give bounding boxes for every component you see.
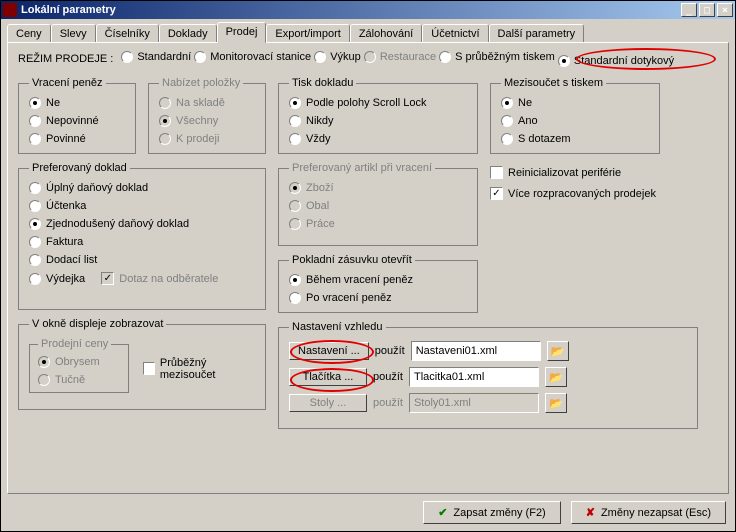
g-mezis-opt-0[interactable]: Ne bbox=[501, 97, 649, 109]
vzhled-btn-0[interactable]: Nastavení ... bbox=[289, 342, 369, 360]
window-title: Lokální parametry bbox=[21, 4, 679, 16]
tab-prodej[interactable]: Prodej bbox=[217, 22, 267, 43]
g-pref-doklad-opt-4[interactable]: Dodací list bbox=[29, 254, 255, 266]
tabstrip: CenySlevyČíselníkyDokladyProdejExport/im… bbox=[1, 20, 735, 43]
vice-prodejek-checkbox[interactable]: Více rozpracovaných prodejek bbox=[490, 187, 656, 200]
g-mezis-opt-1[interactable]: Ano bbox=[501, 115, 649, 127]
vzhled-browse-0[interactable]: 📂 bbox=[547, 341, 569, 361]
maximize-button[interactable]: □ bbox=[699, 3, 715, 17]
mode-label: REŽIM PRODEJE : bbox=[18, 53, 113, 65]
tab--seln-ky[interactable]: Číselníky bbox=[96, 24, 159, 43]
mode-radio-2[interactable]: Výkup bbox=[314, 51, 361, 63]
g-zasuvka-opt-1[interactable]: Po vracení peněz bbox=[289, 292, 467, 304]
g-ceny-opt-1: Tučně bbox=[38, 374, 120, 386]
vzhled-label-0: použít bbox=[375, 345, 405, 357]
tab-z-lohov-n-[interactable]: Zálohování bbox=[350, 24, 422, 43]
bottom-bar: ✔ Zapsat změny (F2) ✘ Změny nezapsat (Es… bbox=[0, 493, 736, 532]
g-vraceni-opt-1[interactable]: Nepovinné bbox=[29, 115, 125, 127]
tab--etnictv-[interactable]: Účetnictví bbox=[422, 24, 488, 43]
g-pref-doklad-opt-2[interactable]: Zjednodušený daňový doklad bbox=[29, 218, 255, 230]
group-tisk-dokladu: Tisk dokladu Podle polohy Scroll LockNik… bbox=[278, 77, 478, 154]
tab-export-import[interactable]: Export/import bbox=[266, 24, 349, 43]
titlebar: Lokální parametry _ □ × bbox=[1, 1, 735, 19]
tab-slevy[interactable]: Slevy bbox=[51, 24, 96, 43]
vzhled-label-2: použít bbox=[373, 397, 403, 409]
vzhled-btn-1[interactable]: Tlačítka ... bbox=[289, 368, 367, 386]
group-prodejni-ceny: Prodejní ceny ObrysemTučně bbox=[29, 338, 129, 393]
g-artikl-opt-1: Obal bbox=[289, 200, 467, 212]
save-button[interactable]: ✔ Zapsat změny (F2) bbox=[423, 501, 561, 524]
folder-icon: 📂 bbox=[549, 371, 563, 384]
folder-icon: 📂 bbox=[549, 397, 563, 410]
vzhled-label-1: použít bbox=[373, 371, 403, 383]
group-nabizet-polozky: Nabízet položky Na skladěVšechnyK prodej… bbox=[148, 77, 266, 154]
g-vraceni-opt-2[interactable]: Povinné bbox=[29, 133, 125, 145]
group-displej: V okně displeje zobrazovat Prodejní ceny… bbox=[18, 318, 266, 410]
check-icon: ✔ bbox=[438, 506, 447, 519]
g-pref-doklad-opt-0[interactable]: Úplný daňový doklad bbox=[29, 182, 255, 194]
g-ceny-opt-0: Obrysem bbox=[38, 356, 120, 368]
reinit-periferie-checkbox[interactable]: Reinicializovat periférie bbox=[490, 166, 656, 179]
g-tisk-opt-0[interactable]: Podle polohy Scroll Lock bbox=[289, 97, 467, 109]
mode-radio-5[interactable]: Standardní dotykový bbox=[558, 55, 674, 67]
tab-doklady[interactable]: Doklady bbox=[159, 24, 217, 43]
group-vraceni-penez: Vracení peněz NeNepovinnéPovinné bbox=[18, 77, 136, 154]
g-artikl-opt-0: Zboží bbox=[289, 182, 467, 194]
vzhled-browse-2: 📂 bbox=[545, 393, 567, 413]
g-tisk-opt-1[interactable]: Nikdy bbox=[289, 115, 467, 127]
group-preferovany-artikl: Preferovaný artikl při vracení ZbožíObal… bbox=[278, 162, 478, 246]
app-icon bbox=[3, 3, 17, 17]
g-nabizet-opt-0: Na skladě bbox=[159, 97, 255, 109]
group-mezisoucet: Mezisoučet s tiskem NeAnoS dotazem bbox=[490, 77, 660, 154]
g-tisk-opt-2[interactable]: Vždy bbox=[289, 133, 467, 145]
vzhled-file-0[interactable]: Nastaveni01.xml bbox=[411, 341, 541, 361]
cancel-button[interactable]: ✘ Změny nezapsat (Esc) bbox=[571, 501, 726, 524]
mode-row: REŽIM PRODEJE : Standardní Monitorovací … bbox=[18, 51, 718, 67]
g-pref-doklad-opt-3[interactable]: Faktura bbox=[29, 236, 255, 248]
g-mezis-opt-2[interactable]: S dotazem bbox=[501, 133, 649, 145]
vzhled-file-2: Stoly01.xml bbox=[409, 393, 539, 413]
cross-icon: ✘ bbox=[586, 506, 595, 519]
g-vraceni-opt-0[interactable]: Ne bbox=[29, 97, 125, 109]
g-nabizet-opt-2: K prodeji bbox=[159, 133, 255, 145]
group-preferovany-doklad: Preferovaný doklad Úplný daňový dokladÚč… bbox=[18, 162, 266, 310]
vzhled-btn-2: Stoly ... bbox=[289, 394, 367, 412]
mode-radio-0[interactable]: Standardní bbox=[121, 51, 191, 63]
group-nastaveni-vzhledu: Nastavení vzhledu Nastavení ...použítNas… bbox=[278, 321, 698, 429]
mode-radio-1[interactable]: Monitorovací stanice bbox=[194, 51, 311, 63]
minimize-button[interactable]: _ bbox=[681, 3, 697, 17]
tab-panel-prodej: REŽIM PRODEJE : Standardní Monitorovací … bbox=[7, 42, 729, 494]
mode-radio-3: Restaurace bbox=[364, 51, 436, 63]
g-artikl-opt-2: Práce bbox=[289, 218, 467, 230]
close-button[interactable]: × bbox=[717, 3, 733, 17]
mode-radio-4[interactable]: S průběžným tiskem bbox=[439, 51, 555, 63]
g-nabizet-opt-1: Všechny bbox=[159, 115, 255, 127]
dotaz-odberatele-checkbox: Dotaz na odběratele bbox=[101, 272, 218, 285]
folder-icon: 📂 bbox=[551, 345, 565, 358]
g-pref-doklad-opt-5[interactable]: Výdejka Dotaz na odběratele bbox=[29, 272, 255, 285]
tab-ceny[interactable]: Ceny bbox=[7, 24, 51, 43]
g-zasuvka-opt-0[interactable]: Během vracení peněz bbox=[289, 274, 467, 286]
vzhled-file-1[interactable]: Tlacitka01.xml bbox=[409, 367, 539, 387]
g-pref-doklad-opt-1[interactable]: Účtenka bbox=[29, 200, 255, 212]
group-pokladni-zasuvku: Pokladní zásuvku otevřít Během vracení p… bbox=[278, 254, 478, 313]
vzhled-browse-1[interactable]: 📂 bbox=[545, 367, 567, 387]
tab-dal-parametry[interactable]: Další parametry bbox=[489, 24, 585, 43]
prubezny-mezisoucet-checkbox[interactable]: Průběžný mezisoučet bbox=[143, 344, 255, 393]
